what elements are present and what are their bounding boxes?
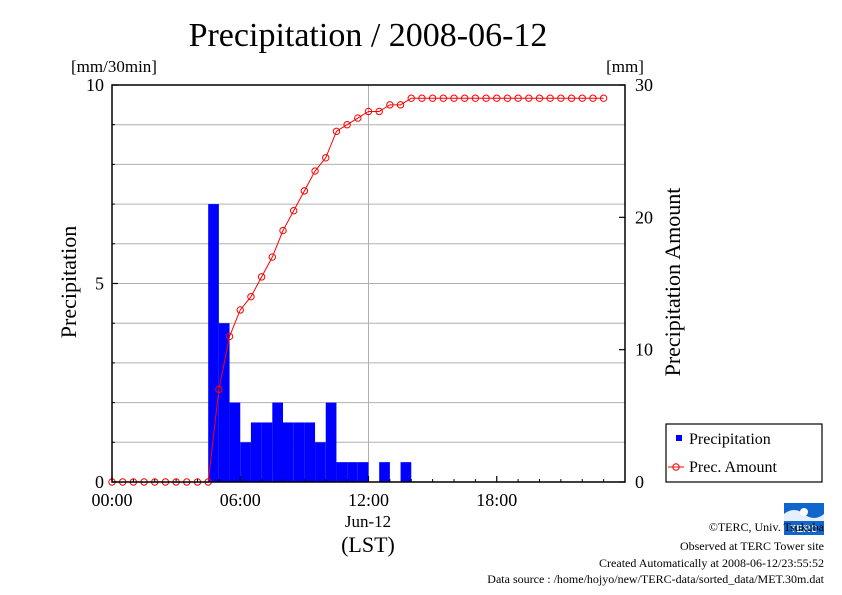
x-tick-label: 06:00	[220, 490, 261, 510]
amount-point	[289, 207, 298, 215]
amount-point	[439, 94, 448, 102]
grid-lines	[112, 85, 625, 482]
precipitation-bar	[250, 422, 262, 482]
amount-point	[471, 94, 480, 102]
left-axis-label: Precipitation	[56, 226, 81, 338]
left-tick-label: 10	[86, 75, 104, 95]
precipitation-bar	[218, 323, 230, 482]
amount-point	[567, 94, 576, 102]
right-axis-unit: [mm]	[606, 57, 644, 76]
right-tick-label: 20	[635, 207, 653, 227]
amount-point	[514, 94, 522, 102]
right-axis-label: Precipitation Amount	[660, 188, 685, 377]
amount-point	[418, 94, 426, 102]
x-tick-label: 00:00	[91, 490, 132, 510]
right-tick-label: 30	[635, 75, 653, 95]
legend-point-swatch	[672, 463, 680, 471]
amount-point	[279, 226, 287, 235]
amount-point	[407, 94, 415, 102]
amount-point	[578, 94, 586, 102]
x-axis-zone-label: (LST)	[341, 532, 395, 557]
right-tick-label: 10	[635, 340, 653, 360]
amount-point	[599, 94, 608, 102]
precipitation-bar	[304, 422, 316, 482]
precipitation-bar	[283, 422, 294, 482]
amount-point	[247, 293, 255, 301]
left-tick-label: 5	[95, 274, 104, 294]
legend-bar-swatch	[676, 435, 682, 441]
x-tick-label: 18:00	[476, 490, 517, 510]
amount-point	[525, 94, 533, 102]
precipitation-bar	[208, 204, 219, 482]
amount-point	[428, 94, 437, 102]
logo-text-block	[784, 521, 824, 535]
chart-title: Precipitation / 2008-06-12	[189, 17, 548, 54]
precipitation-bar	[240, 442, 251, 482]
credit-source: Data source : /home/hojyo/new/TERC-data/…	[487, 572, 824, 586]
amount-point	[364, 107, 373, 116]
amount-point	[215, 385, 223, 394]
precipitation-bar	[400, 462, 412, 482]
amount-point	[386, 101, 394, 109]
precipitation-bar	[357, 462, 369, 482]
precipitation-bar	[379, 462, 390, 482]
amount-point	[535, 94, 544, 102]
precipitation-bar	[315, 442, 326, 482]
axis-ticks: 0 5 10 0 10 20 30 00:00 06:00 12:00 18:00	[86, 75, 653, 510]
credit-created: Created Automatically at 2008-06-12/23:5…	[599, 556, 824, 570]
credit-site: Observed at TERC Tower site	[680, 539, 824, 553]
amount-line	[112, 97, 604, 483]
credit-copyright: ©TERC, Univ. Tsukuba	[709, 520, 825, 534]
amount-point	[546, 94, 554, 102]
amount-point	[493, 94, 501, 102]
precipitation-bars	[208, 204, 412, 482]
legend-box	[665, 423, 823, 483]
amount-point	[236, 306, 244, 314]
amount-series-line	[112, 97, 604, 483]
terc-logo: TERC	[784, 503, 824, 535]
amount-point	[557, 94, 565, 102]
amount-point	[482, 94, 490, 102]
precipitation-bar	[229, 402, 241, 482]
amount-point	[268, 253, 277, 261]
amount-point	[375, 107, 383, 116]
precipitation-bar	[261, 422, 273, 482]
amount-point	[450, 94, 458, 102]
amount-point	[396, 101, 405, 109]
legend-label-precipitation: Precipitation	[689, 431, 771, 448]
precipitation-bar	[336, 462, 348, 482]
amount-point	[300, 187, 309, 195]
precipitation-bar	[347, 462, 358, 482]
right-tick-label: 0	[635, 472, 644, 492]
amount-point	[322, 154, 330, 162]
precipitation-bar	[272, 402, 283, 482]
left-axis-unit: [mm/30min]	[71, 57, 157, 76]
x-tick-label: 12:00	[348, 490, 389, 510]
amount-points	[108, 94, 608, 486]
legend-label-amount: Prec. Amount	[689, 459, 778, 476]
logo-text: TERC	[790, 524, 817, 535]
amount-point	[332, 127, 341, 136]
logo-drop-icon	[800, 508, 808, 516]
x-axis-date-label: Jun-12	[345, 512, 391, 531]
amount-point	[225, 332, 234, 341]
amount-point	[503, 94, 512, 102]
amount-point	[343, 121, 351, 129]
precipitation-bar	[325, 402, 337, 482]
amount-point	[311, 167, 319, 175]
precipitation-bar	[293, 422, 305, 482]
amount-point	[589, 94, 597, 102]
left-tick-label: 0	[95, 472, 104, 492]
amount-point	[460, 94, 469, 102]
amount-point	[257, 273, 266, 281]
amount-point	[354, 114, 362, 122]
legend: Precipitation Prec. Amount	[665, 423, 823, 483]
credits: ©TERC, Univ. Tsukuba Observed at TERC To…	[487, 520, 824, 586]
